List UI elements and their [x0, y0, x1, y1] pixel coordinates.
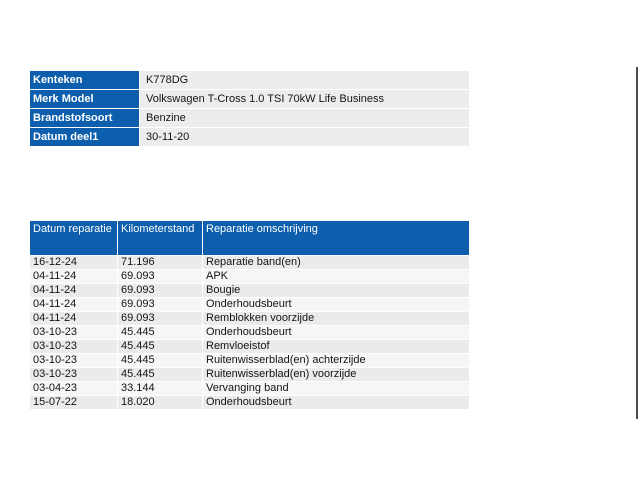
repair-odometer-cell: 45.445 [118, 326, 202, 339]
vehicle-info-row: Kenteken K778DG [30, 71, 469, 89]
repair-odometer-cell: 69.093 [118, 270, 202, 283]
repair-table-row: 04-11-24 69.093 Remblokken voorzijde [30, 312, 469, 325]
repair-odometer-cell: 45.445 [118, 354, 202, 367]
vehicle-info-label: Brandstofsoort [30, 109, 139, 127]
vehicle-info-label: Kenteken [30, 71, 139, 89]
repair-date-cell: 03-10-23 [30, 368, 117, 381]
repair-table-row: 15-07-22 18.020 Onderhoudsbeurt [30, 396, 469, 409]
repair-table-row: 03-10-23 45.445 Ruitenwisserblad(en) achte… [30, 354, 469, 367]
vehicle-info-value: 30-11-20 [140, 128, 469, 146]
repair-date-cell: 03-10-23 [30, 340, 117, 353]
repair-date-cell: 04-11-24 [30, 312, 117, 325]
repair-description-cell: Vervanging band [203, 382, 469, 395]
repair-description-cell: Onderhoudsbeurt [203, 298, 469, 311]
repair-odometer-cell: 18.020 [118, 396, 202, 409]
repair-description-cell: Reparatie band(en) [203, 256, 469, 269]
repair-date-cell: 15-07-22 [30, 396, 117, 409]
repair-odometer-cell: 45.445 [118, 368, 202, 381]
repair-date-cell: 04-11-24 [30, 284, 117, 297]
repair-date-cell: 04-11-24 [30, 270, 117, 283]
repair-table-row: 03-10-23 45.445 Remvloeistof [30, 340, 469, 353]
repair-table-row: 04-11-24 69.093 APK [30, 270, 469, 283]
vehicle-info-row: Brandstofsoort Benzine [30, 109, 469, 127]
repair-odometer-cell: 69.093 [118, 312, 202, 325]
repair-table-row: 04-11-24 69.093 Bougie [30, 284, 469, 297]
vehicle-info-value: Volkswagen T-Cross 1.0 TSI 70kW Life Bus… [140, 90, 469, 108]
vehicle-info-value: K778DG [140, 71, 469, 89]
repair-table-row: 03-04-23 33.144 Vervanging band [30, 382, 469, 395]
repair-odometer-cell: 69.093 [118, 298, 202, 311]
repair-table-row: 04-11-24 69.093 Onderhoudsbeurt [30, 298, 469, 311]
repair-description-cell: Onderhoudsbeurt [203, 326, 469, 339]
repair-table-row: 03-10-23 45.445 Onderhoudsbeurt [30, 326, 469, 339]
vehicle-info-row: Datum deel1 30-11-20 [30, 128, 469, 146]
repair-date-cell: 03-10-23 [30, 354, 117, 367]
repair-description-cell: Remvloeistof [203, 340, 469, 353]
vehicle-info-label: Datum deel1 [30, 128, 139, 146]
repair-description-cell: APK [203, 270, 469, 283]
repair-description-cell: Remblokken voorzijde [203, 312, 469, 325]
repair-date-cell: 16-12-24 [30, 256, 117, 269]
repair-history-table: Datum reparatie Kilometerstand Reparatie… [29, 220, 470, 410]
repair-description-cell: Ruitenwisserblad(en) voorzijde [203, 368, 469, 381]
repair-date-cell: 04-11-24 [30, 298, 117, 311]
repair-table-row: 16-12-24 71.196 Reparatie band(en) [30, 256, 469, 269]
vehicle-info-value: Benzine [140, 109, 469, 127]
repair-description-cell: Onderhoudsbeurt [203, 396, 469, 409]
repair-date-cell: 03-10-23 [30, 326, 117, 339]
vehicle-info-row: Merk Model Volkswagen T-Cross 1.0 TSI 70k… [30, 90, 469, 108]
repair-description-cell: Ruitenwisserblad(en) achterzijde [203, 354, 469, 367]
repair-odometer-cell: 71.196 [118, 256, 202, 269]
repair-odometer-cell: 69.093 [118, 284, 202, 297]
vehicle-info-table: Kenteken K778DG Merk Model Volkswagen T-Cro… [29, 70, 470, 147]
repair-header-odometer: Kilometerstand [118, 221, 202, 255]
repair-description-cell: Bougie [203, 284, 469, 297]
vehicle-info-label: Merk Model [30, 90, 139, 108]
repair-odometer-cell: 33.144 [118, 382, 202, 395]
repair-table-row: 03-10-23 45.445 Ruitenwisserblad(en) voorz… [30, 368, 469, 381]
repair-date-cell: 03-04-23 [30, 382, 117, 395]
frame-right-edge-line [636, 67, 638, 419]
repair-header-date: Datum reparatie [30, 221, 117, 255]
repair-header-description: Reparatie omschrijving [203, 221, 469, 255]
repair-header-row: Datum reparatie Kilometerstand Reparatie… [30, 221, 469, 255]
repair-odometer-cell: 45.445 [118, 340, 202, 353]
